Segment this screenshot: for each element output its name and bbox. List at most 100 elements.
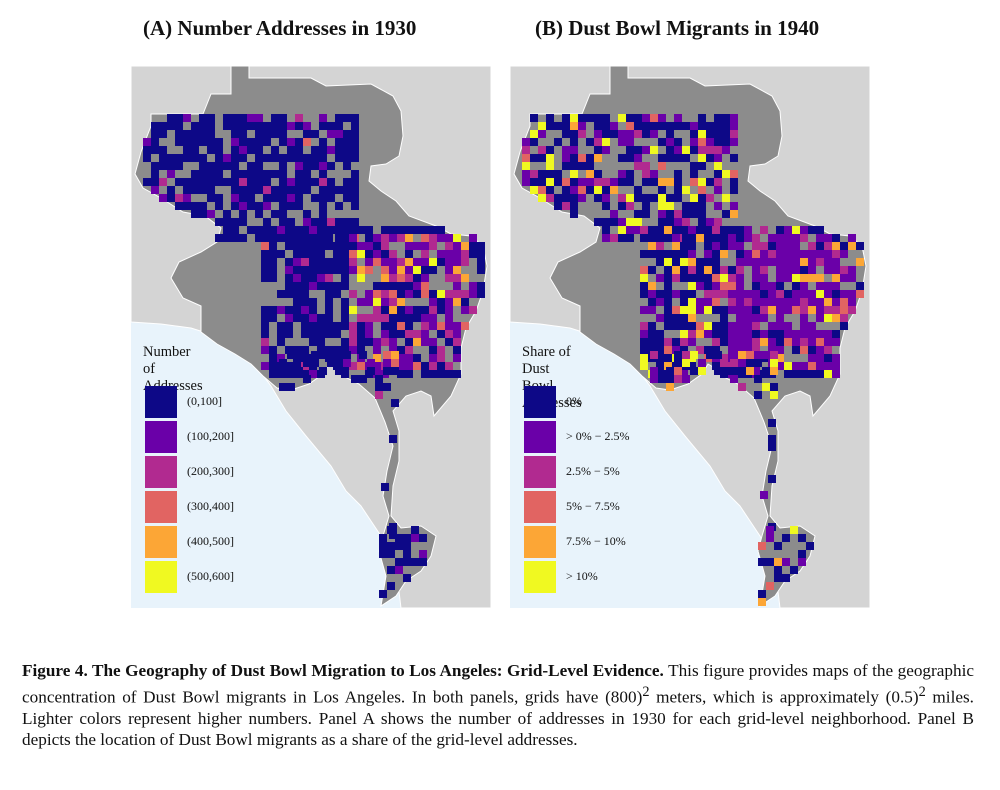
grid-cell xyxy=(690,202,698,210)
grid-cell xyxy=(389,314,397,322)
grid-cell xyxy=(682,202,690,210)
grid-cell xyxy=(215,218,223,226)
grid-cell xyxy=(744,298,752,306)
grid-cell xyxy=(728,274,736,282)
grid-cell xyxy=(261,226,269,234)
grid-cell xyxy=(421,234,429,242)
grid-cell xyxy=(287,122,295,130)
grid-cell xyxy=(840,250,848,258)
grid-cell xyxy=(720,362,728,370)
grid-cell xyxy=(816,282,824,290)
grid-cell xyxy=(461,242,469,250)
grid-cell xyxy=(666,210,674,218)
grid-cell xyxy=(421,226,429,234)
grid-cell xyxy=(389,338,397,346)
grid-cell xyxy=(648,330,656,338)
grid-cell xyxy=(461,298,469,306)
grid-cell xyxy=(674,154,682,162)
grid-cell xyxy=(327,162,335,170)
grid-cell xyxy=(760,338,768,346)
grid-cell xyxy=(816,338,824,346)
grid-cell xyxy=(816,370,824,378)
grid-cell xyxy=(626,226,634,234)
grid-cell xyxy=(215,202,223,210)
grid-cell xyxy=(674,186,682,194)
grid-cell xyxy=(263,130,271,138)
grid-cell xyxy=(477,266,485,274)
panel-b-title: (B) Dust Bowl Migrants in 1940 xyxy=(535,16,820,40)
grid-cell xyxy=(341,370,349,378)
grid-cell xyxy=(421,330,429,338)
grid-cell xyxy=(167,162,175,170)
grid-cell xyxy=(664,362,672,370)
grid-cell xyxy=(690,351,698,359)
grid-cell xyxy=(261,314,269,322)
grid-cell xyxy=(800,346,808,354)
grid-cell xyxy=(381,282,389,290)
grid-cell xyxy=(445,322,453,330)
grid-cell xyxy=(327,359,335,367)
grid-cell xyxy=(696,258,704,266)
grid-cell xyxy=(343,359,351,367)
legend-swatch xyxy=(145,526,177,558)
grid-cell xyxy=(782,574,790,582)
grid-cell xyxy=(239,186,247,194)
grid-cell xyxy=(578,154,586,162)
grid-cell xyxy=(413,338,421,346)
grid-cell xyxy=(421,338,429,346)
grid-cell xyxy=(728,298,736,306)
grid-cell xyxy=(648,226,656,234)
grid-cell xyxy=(650,178,658,186)
grid-cell xyxy=(247,114,255,122)
grid-cell xyxy=(766,534,774,542)
grid-cell xyxy=(674,359,682,367)
grid-cell xyxy=(437,346,445,354)
grid-cell xyxy=(776,354,784,362)
grid-cell xyxy=(199,154,207,162)
grid-cell xyxy=(792,306,800,314)
grid-cell xyxy=(720,322,728,330)
grid-cell xyxy=(790,526,798,534)
grid-cell xyxy=(333,242,341,250)
grid-cell xyxy=(682,351,690,359)
grid-cell xyxy=(397,354,405,362)
grid-cell xyxy=(333,258,341,266)
map-panel-b: Share of Dust Bowl Addresses 0% > 0% − 2… xyxy=(510,66,870,608)
grid-cell xyxy=(578,178,586,186)
grid-cell xyxy=(720,242,728,250)
grid-cell xyxy=(349,250,357,258)
grid-cell xyxy=(277,330,285,338)
grid-cell xyxy=(405,234,413,242)
grid-cell xyxy=(840,266,848,274)
grid-cell xyxy=(373,306,381,314)
grid-cell xyxy=(730,186,738,194)
grid-cell xyxy=(666,138,674,146)
grid-cell xyxy=(634,114,642,122)
grid-cell xyxy=(343,351,351,359)
grid-cell xyxy=(714,154,722,162)
grid-cell xyxy=(672,322,680,330)
grid-cell xyxy=(199,210,207,218)
grid-cell xyxy=(776,258,784,266)
grid-cell xyxy=(714,162,722,170)
grid-cell xyxy=(301,274,309,282)
grid-cell xyxy=(554,122,562,130)
grid-cell xyxy=(800,282,808,290)
grid-cell xyxy=(381,298,389,306)
grid-cell xyxy=(690,210,698,218)
grid-cell xyxy=(674,210,682,218)
grid-cell xyxy=(650,130,658,138)
grid-cell xyxy=(317,258,325,266)
grid-cell xyxy=(317,330,325,338)
grid-cell xyxy=(317,266,325,274)
grid-cell xyxy=(311,218,319,226)
grid-cell xyxy=(413,314,421,322)
grid-cell xyxy=(255,138,263,146)
grid-cell xyxy=(263,122,271,130)
grid-cell xyxy=(319,114,327,122)
grid-cell xyxy=(774,574,782,582)
grid-cell xyxy=(357,266,365,274)
grid-cell xyxy=(712,234,720,242)
legend-swatch xyxy=(524,526,556,558)
grid-cell xyxy=(391,359,399,367)
